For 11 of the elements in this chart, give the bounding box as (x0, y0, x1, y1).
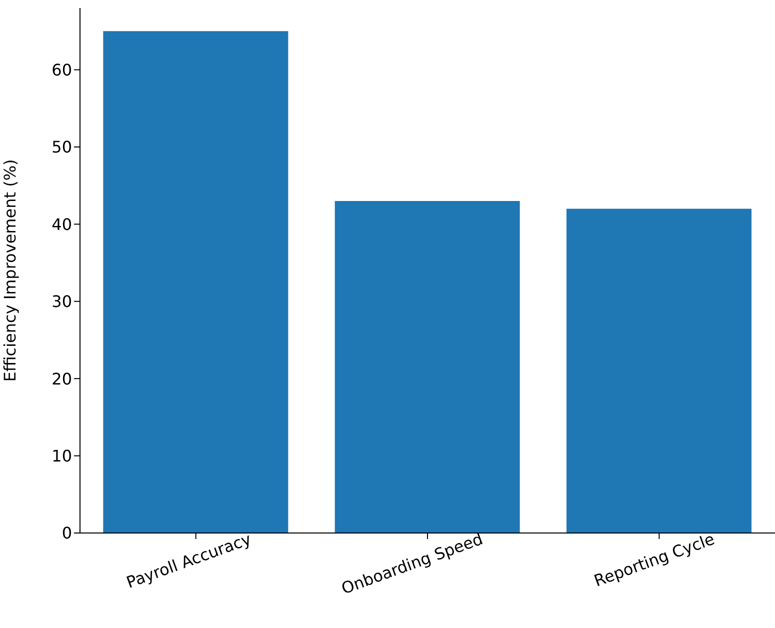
y-axis-title: Efficiency Improvement (%) (0, 159, 20, 382)
bar (334, 201, 520, 533)
bar (566, 208, 752, 533)
bar (103, 31, 288, 533)
y-tick-label: 30 (52, 292, 72, 312)
y-tick-label: 10 (52, 446, 72, 466)
y-tick-label: 50 (52, 138, 72, 157)
y-tick-label: 60 (52, 60, 72, 80)
y-tick-label: 40 (52, 214, 72, 234)
y-tick-label: 20 (52, 369, 72, 388)
y-tick-label: 0 (62, 524, 72, 543)
